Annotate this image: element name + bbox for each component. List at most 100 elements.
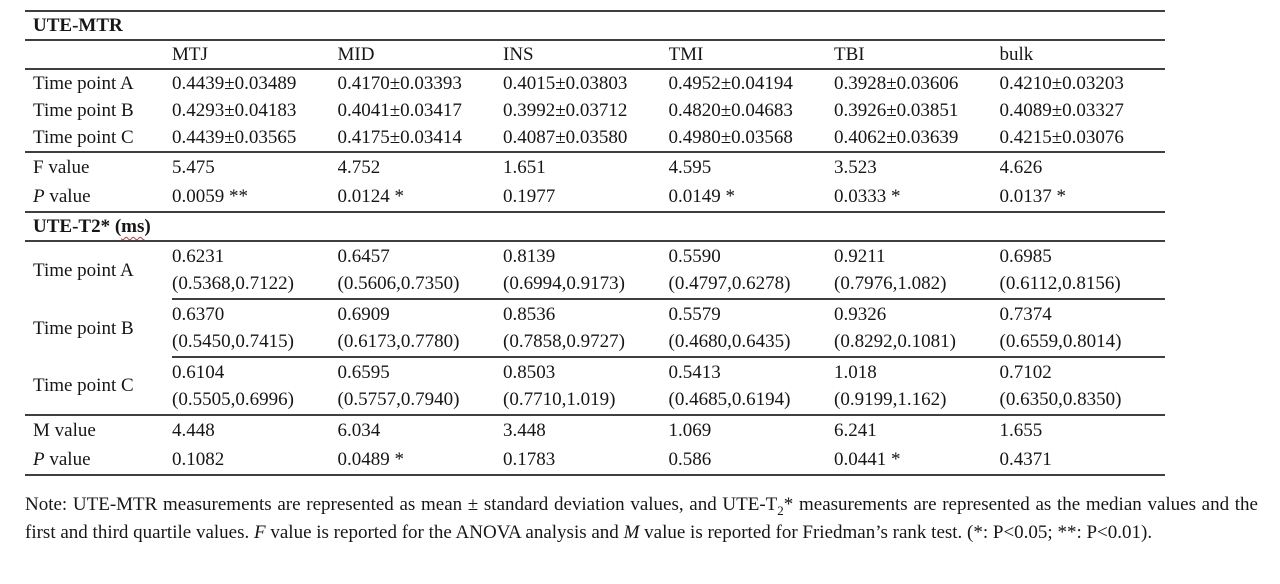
value-cell: 0.4087±0.03580 <box>503 124 669 153</box>
column-header-mid: MID <box>337 40 503 70</box>
value-cell: 0.4439±0.03489 <box>172 73 297 94</box>
table-row: Time point B 0.6370 (0.5450,0.7415) 0.6909 (… <box>25 299 1165 358</box>
table-row: Time point C 0.4439±0.03565 0.4175±0.03414… <box>25 124 1165 153</box>
column-header-tbi: TBI <box>834 40 1000 70</box>
median-value: 0.9211 <box>834 246 886 267</box>
quartile-range: (0.6559,0.8014) <box>999 331 1122 352</box>
value-cell: 0.4175±0.03414 <box>337 124 503 153</box>
value-cell: 0.6231 (0.5368,0.7122) <box>172 241 338 300</box>
stat-row: P value 0.0059 ** 0.0124 * 0.1977 0.0149 * 0.… <box>25 182 1165 213</box>
stat-label-rest: value <box>44 449 91 470</box>
quartile-range: (0.7710,1.019) <box>503 389 616 410</box>
median-value: 0.9326 <box>834 304 887 325</box>
quartile-range: (0.5606,0.7350) <box>337 273 460 294</box>
spellcheck-squiggle-text: ms <box>121 216 145 237</box>
stat-value-cell: 0.1783 <box>503 445 669 476</box>
median-value: 0.8536 <box>503 304 556 325</box>
section-title: UTE-T2* (ms) <box>25 212 1165 242</box>
stat-value-cell: 6.241 <box>834 420 877 441</box>
value-cell: 0.4952±0.04194 <box>668 73 793 94</box>
value-cell: 0.4820±0.04683 <box>668 100 793 121</box>
quartile-range: (0.6350,0.8350) <box>999 389 1122 410</box>
value-cell: 0.7374 (0.6559,0.8014) <box>999 299 1165 358</box>
note-segment: value is reported for Friedman’s rank te… <box>639 522 1153 543</box>
value-cell: 0.4015±0.03803 <box>503 73 628 94</box>
median-value: 0.7374 <box>999 304 1052 325</box>
median-value: 0.6231 <box>172 246 225 267</box>
value-cell: 0.3992±0.03712 <box>503 100 628 121</box>
section-title: UTE-MTR <box>25 10 1165 41</box>
quartile-range: (0.9199,1.162) <box>834 389 947 410</box>
value-cell: 0.8139 (0.6994,0.9173) <box>503 241 669 300</box>
quartile-range: (0.4685,0.6194) <box>668 389 791 410</box>
column-header-ins: INS <box>503 40 669 70</box>
stat-row: F value 5.475 4.752 1.651 4.595 3.523 4.626 <box>25 152 1165 182</box>
median-value: 0.5590 <box>668 246 721 267</box>
column-header-row: MTJ MID INS TMI TBI bulk <box>25 40 1165 70</box>
measurements-table: UTE-MTR MTJ MID INS TMI TBI bulk Time point A 0.… <box>25 10 1165 476</box>
note-segment: F <box>254 522 266 543</box>
median-value: 0.8139 <box>503 246 556 267</box>
median-value: 0.6909 <box>337 304 390 325</box>
table-row: Time point B 0.4293±0.04183 0.4041±0.03417… <box>25 97 1165 124</box>
stat-value-cell: 0.0124 * <box>337 182 503 213</box>
row-label: P value <box>25 182 172 213</box>
row-label: Time point B <box>33 100 134 121</box>
stat-value-cell: 3.523 <box>834 157 877 178</box>
value-cell: 0.9211 (0.7976,1.082) <box>834 241 1000 300</box>
stat-value-cell: 4.752 <box>337 157 381 178</box>
stat-value-cell: 0.0137 * <box>999 182 1165 213</box>
column-header-tmi: TMI <box>668 40 834 70</box>
section-title-prefix: UTE-T2* ( <box>33 216 122 237</box>
table-note: Note: UTE-MTR measurements are represent… <box>25 491 1258 547</box>
quartile-range: (0.7858,0.9727) <box>503 331 625 352</box>
note-segment: Note: UTE-MTR measurements are represent… <box>25 494 778 515</box>
quartile-range: (0.5757,0.7940) <box>337 389 460 410</box>
row-label: F value <box>33 157 90 178</box>
value-cell: 0.4210±0.03203 <box>999 73 1124 94</box>
stat-value-cell: 0.1082 <box>172 445 338 476</box>
stat-value-cell: 0.0059 ** <box>172 182 338 213</box>
note-segment: M <box>623 522 640 543</box>
value-cell: 0.4041±0.03417 <box>337 100 462 121</box>
stat-value-cell: 0.4371 <box>999 445 1165 476</box>
row-label: P value <box>25 445 172 476</box>
stat-value-cell: 1.069 <box>668 420 712 441</box>
value-cell: 0.3926±0.03851 <box>834 100 959 121</box>
column-header-mtj: MTJ <box>172 40 338 70</box>
value-cell: 0.7102 (0.6350,0.8350) <box>999 357 1165 416</box>
quartile-range: (0.5368,0.7122) <box>172 273 294 294</box>
stat-value-cell: 0.0441 * <box>834 445 1000 476</box>
value-cell: 0.8503 (0.7710,1.019) <box>503 357 669 416</box>
value-cell: 0.8536 (0.7858,0.9727) <box>503 299 669 358</box>
stat-value-cell: 4.626 <box>999 157 1043 178</box>
value-cell: 0.6909 (0.6173,0.7780) <box>337 299 503 358</box>
median-value: 0.6985 <box>999 246 1052 267</box>
table-row: Time point C 0.6104 (0.5505,0.6996) 0.6595 (… <box>25 357 1165 416</box>
value-cell: 0.6457 (0.5606,0.7350) <box>337 241 503 300</box>
stat-value-cell: 5.475 <box>172 157 215 178</box>
median-value: 0.6595 <box>337 362 390 383</box>
value-cell: 0.5579 (0.4680,0.6435) <box>668 299 834 358</box>
quartile-range: (0.6994,0.9173) <box>503 273 625 294</box>
stat-label-italic: P <box>33 186 45 207</box>
median-value: 0.7102 <box>999 362 1052 383</box>
stat-value-cell: 0.0333 * <box>834 182 1000 213</box>
value-cell: 0.6595 (0.5757,0.7940) <box>337 357 503 416</box>
value-cell: 0.4980±0.03568 <box>668 124 834 153</box>
value-cell: 0.4215±0.03076 <box>999 124 1165 153</box>
value-cell: 0.5413 (0.4685,0.6194) <box>668 357 834 416</box>
row-label: M value <box>33 420 96 441</box>
value-cell: 1.018 (0.9199,1.162) <box>834 357 1000 416</box>
value-cell: 0.4170±0.03393 <box>337 73 462 94</box>
value-cell: 0.5590 (0.4797,0.6278) <box>668 241 834 300</box>
table-row: Time point A 0.4439±0.03489 0.4170±0.03393… <box>25 69 1165 97</box>
stat-label-italic: P <box>33 449 45 470</box>
stat-value-cell: 6.034 <box>337 420 381 441</box>
table-row: Time point A 0.6231 (0.5368,0.7122) 0.6457 (… <box>25 241 1165 300</box>
row-label: Time point C <box>25 357 172 416</box>
section-title-suffix: ) <box>144 216 151 237</box>
row-label: Time point C <box>25 124 172 153</box>
stat-value-cell: 1.655 <box>999 420 1043 441</box>
median-value: 0.6104 <box>172 362 225 383</box>
